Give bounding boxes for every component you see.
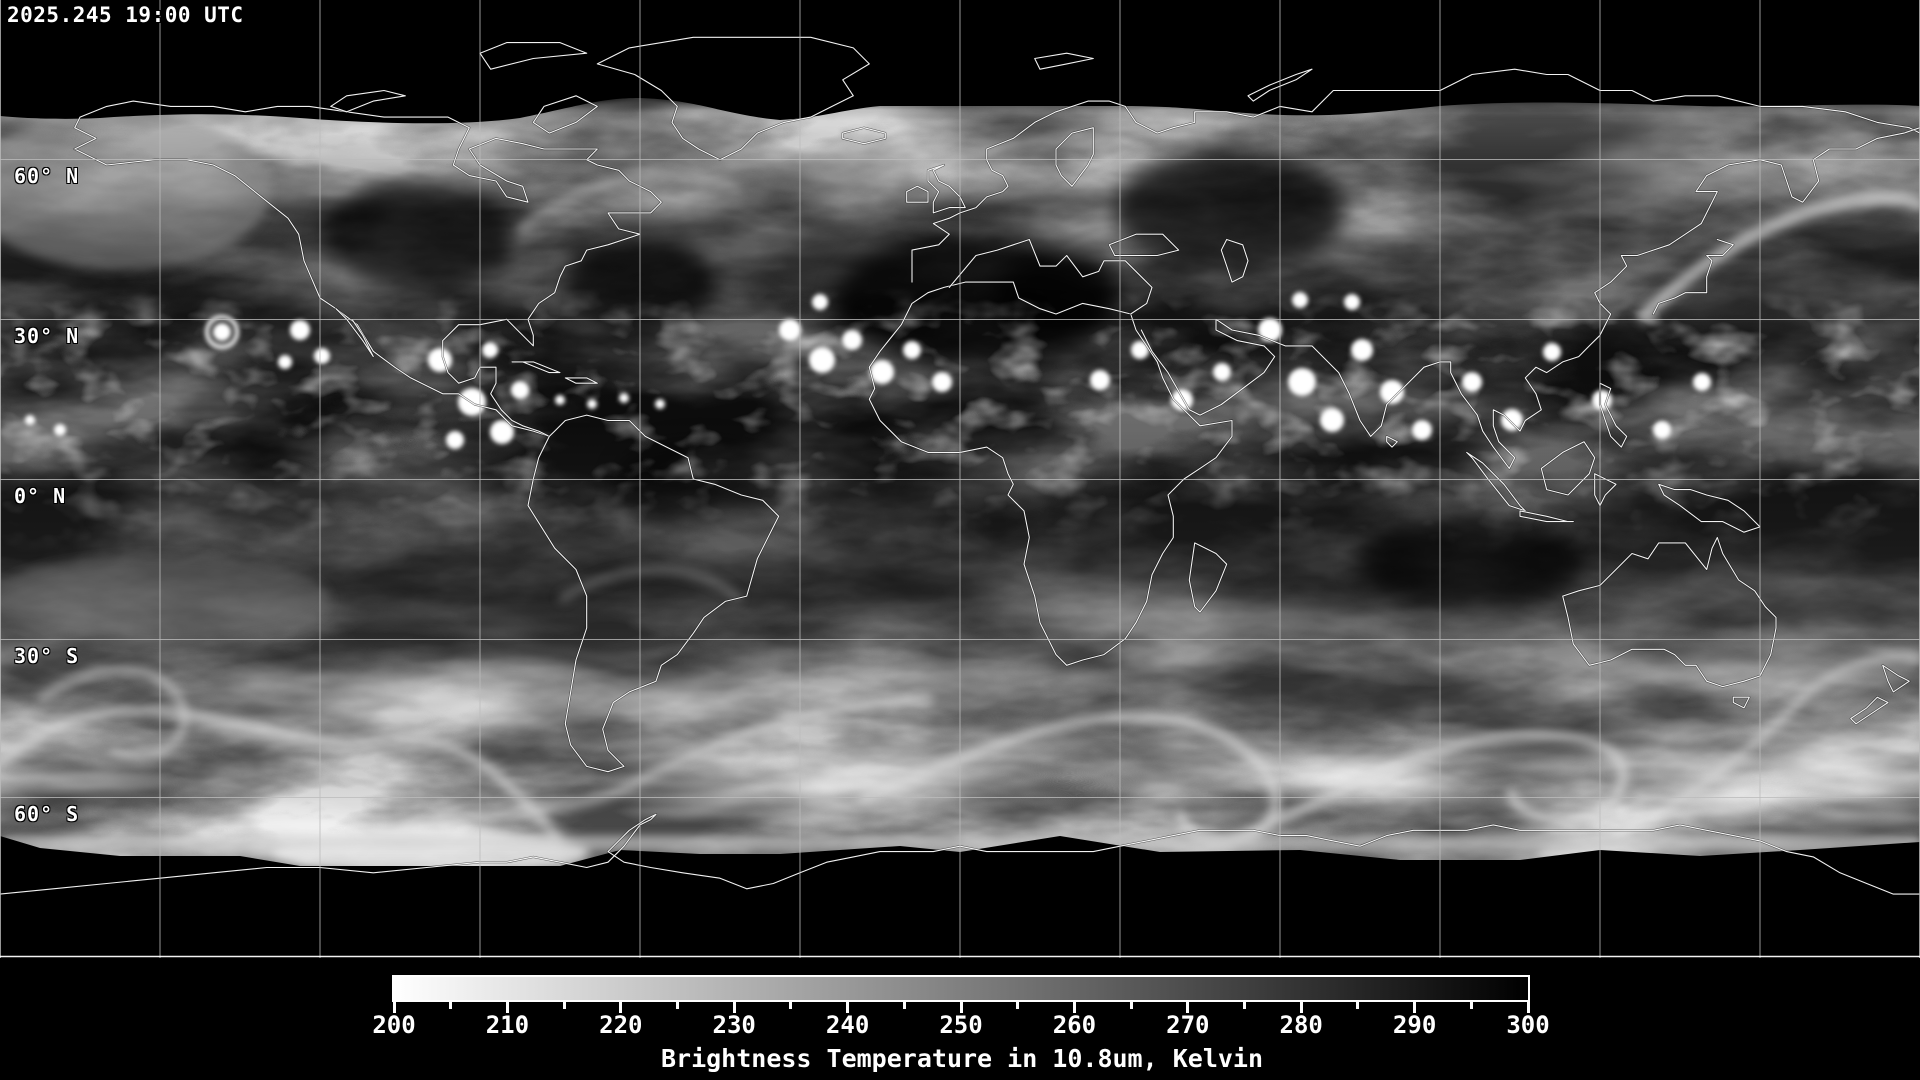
coastline-path bbox=[906, 185, 929, 203]
colorbar-major-tick bbox=[619, 1001, 623, 1013]
colorbar-caption: Brightness Temperature in 10.8um, Kelvin bbox=[660, 1044, 1264, 1073]
colorbar-tick-label: 220 bbox=[599, 1011, 643, 1039]
convection-cells bbox=[25, 292, 1711, 449]
coastline-path bbox=[1882, 664, 1910, 693]
coastline-path bbox=[511, 361, 561, 374]
coastline-path bbox=[1386, 435, 1398, 448]
colorbar-tick-label: 250 bbox=[939, 1011, 983, 1039]
colorbar-tick-label: 260 bbox=[1052, 1011, 1097, 1039]
coastline-path bbox=[335, 308, 374, 358]
colorbar-minor-tick bbox=[562, 1001, 566, 1009]
coastline-path bbox=[1562, 536, 1777, 688]
colorbar-tick-label: 200 bbox=[372, 1011, 416, 1039]
colorbar-tick-label: 290 bbox=[1392, 1011, 1437, 1039]
colorbar-tick-label: 280 bbox=[1279, 1011, 1323, 1039]
coastline-path bbox=[0, 813, 1920, 895]
colorbar-major-tick bbox=[732, 1001, 736, 1013]
colorbar-minor-tick bbox=[1129, 1001, 1133, 1009]
latitude-label: 30° S bbox=[14, 644, 80, 668]
colorbar-minor-tick bbox=[449, 1001, 453, 1009]
coastline-path bbox=[532, 95, 598, 134]
coastline-path bbox=[1519, 510, 1574, 523]
latitude-label: 30° N bbox=[14, 324, 80, 348]
coastline-path bbox=[842, 127, 886, 145]
colorbar-major-tick bbox=[959, 1001, 963, 1013]
colorbar-tick-label: 210 bbox=[485, 1011, 530, 1039]
colorbar-major-tick bbox=[1413, 1001, 1417, 1013]
colorbar-minor-tick bbox=[789, 1001, 793, 1009]
latitude-label: 60° N bbox=[14, 164, 80, 188]
colorbar-minor-tick bbox=[1356, 1001, 1360, 1009]
coastline-path bbox=[1732, 696, 1750, 709]
latitude-label: 60° S bbox=[14, 802, 80, 826]
colorbar-tick-label: 230 bbox=[712, 1011, 756, 1039]
coastline-path bbox=[1247, 68, 1313, 102]
colorbar-major-tick bbox=[1186, 1001, 1190, 1013]
coastline-path bbox=[868, 281, 1233, 666]
colorbar-minor-tick bbox=[902, 1001, 906, 1009]
colorbar-major-tick bbox=[1526, 1001, 1530, 1013]
coastline-path bbox=[948, 238, 1153, 315]
coastline-path bbox=[596, 36, 870, 161]
colorbar-tick-label: 240 bbox=[825, 1011, 870, 1039]
coastline-path bbox=[1108, 233, 1180, 257]
colorbar-tick-label: 270 bbox=[1166, 1011, 1210, 1039]
colorbar-major-tick bbox=[1299, 1001, 1303, 1013]
colorbar-minor-tick bbox=[1016, 1001, 1020, 1009]
colorbar-gradient bbox=[392, 975, 1530, 1002]
colorbar-major-tick bbox=[1072, 1001, 1076, 1013]
colorbar-minor-tick bbox=[676, 1001, 679, 1009]
colorbar-minor-tick bbox=[1469, 1001, 1473, 1009]
colorbar-tick-label: 300 bbox=[1506, 1011, 1550, 1039]
graticule bbox=[0, 0, 1920, 958]
coastline-path bbox=[1140, 127, 1920, 469]
colorbar-minor-tick bbox=[1243, 1001, 1246, 1009]
timestamp: 2025.245 19:00 UTC bbox=[7, 3, 244, 27]
coastline-path bbox=[527, 414, 780, 773]
coastline-path bbox=[1850, 696, 1889, 725]
coastline-path bbox=[927, 164, 966, 214]
coastline-path bbox=[1540, 441, 1596, 496]
latitude-label: 0° N bbox=[14, 484, 67, 508]
coastline-path bbox=[1599, 382, 1628, 448]
coastline-path bbox=[1220, 238, 1249, 283]
colorbar-major-tick bbox=[392, 1001, 396, 1013]
coastline-path bbox=[564, 377, 598, 384]
coastline-path bbox=[1652, 238, 1734, 315]
colorbar-major-tick bbox=[505, 1001, 509, 1013]
satellite-map bbox=[0, 0, 1920, 958]
coastline-path bbox=[1034, 52, 1094, 70]
coastline-path bbox=[911, 68, 1920, 283]
coastline-path bbox=[1188, 542, 1228, 613]
coastline-path bbox=[330, 89, 406, 113]
coastline-path bbox=[1055, 127, 1094, 187]
colorbar-major-tick bbox=[846, 1001, 850, 1013]
